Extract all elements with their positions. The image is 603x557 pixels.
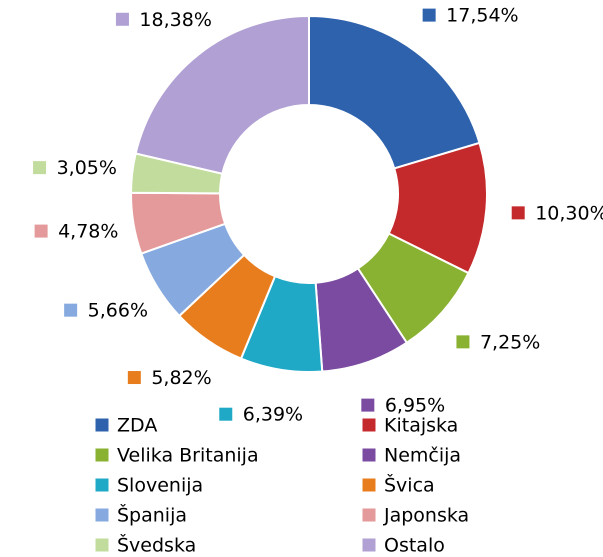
donut-slice bbox=[134, 14, 310, 175]
legend-marker bbox=[63, 302, 79, 318]
legend-label: Švedska bbox=[117, 533, 196, 557]
legend-marker bbox=[94, 417, 110, 433]
legend-label: Slovenija bbox=[117, 475, 203, 497]
data-label: 4,78% bbox=[58, 221, 118, 243]
legend-label: Ostalo bbox=[384, 535, 445, 557]
legend-marker bbox=[361, 507, 377, 523]
legend-marker bbox=[360, 397, 376, 413]
legend-marker bbox=[218, 406, 234, 422]
legend-label: Velika Britanija bbox=[117, 445, 259, 467]
legend-label: Nemčija bbox=[384, 445, 461, 467]
legend-marker bbox=[455, 334, 471, 350]
donut-slice bbox=[308, 14, 481, 170]
data-label: 6,39% bbox=[243, 404, 303, 426]
legend-marker bbox=[94, 447, 110, 463]
legend-label: ZDA bbox=[117, 415, 157, 437]
legend-marker bbox=[94, 507, 110, 523]
data-label: 18,38% bbox=[139, 9, 211, 31]
legend-marker bbox=[361, 417, 377, 433]
data-label: 3,05% bbox=[57, 157, 117, 179]
legend-marker bbox=[32, 160, 48, 176]
legend-marker bbox=[361, 537, 377, 553]
data-label: 10,30% bbox=[535, 202, 603, 224]
legend-label: Švica bbox=[384, 473, 435, 497]
legend-marker bbox=[361, 447, 377, 463]
data-label: 6,95% bbox=[385, 395, 445, 417]
data-label: 17,54% bbox=[446, 5, 518, 27]
data-label: 5,66% bbox=[88, 300, 148, 322]
legend-marker bbox=[361, 477, 377, 493]
legend-label: Japonska bbox=[383, 505, 469, 527]
legend-marker bbox=[421, 7, 437, 23]
legend-label: Kitajska bbox=[384, 415, 458, 437]
data-label: 7,25% bbox=[480, 331, 540, 353]
legend-label: Španija bbox=[117, 503, 187, 527]
legend-marker bbox=[114, 11, 130, 27]
legend-marker bbox=[33, 223, 49, 239]
legend-marker bbox=[94, 537, 110, 553]
data-label: 5,82% bbox=[151, 367, 211, 389]
legend-marker bbox=[94, 477, 110, 493]
legend-marker bbox=[126, 370, 142, 386]
legend-marker bbox=[510, 205, 526, 221]
